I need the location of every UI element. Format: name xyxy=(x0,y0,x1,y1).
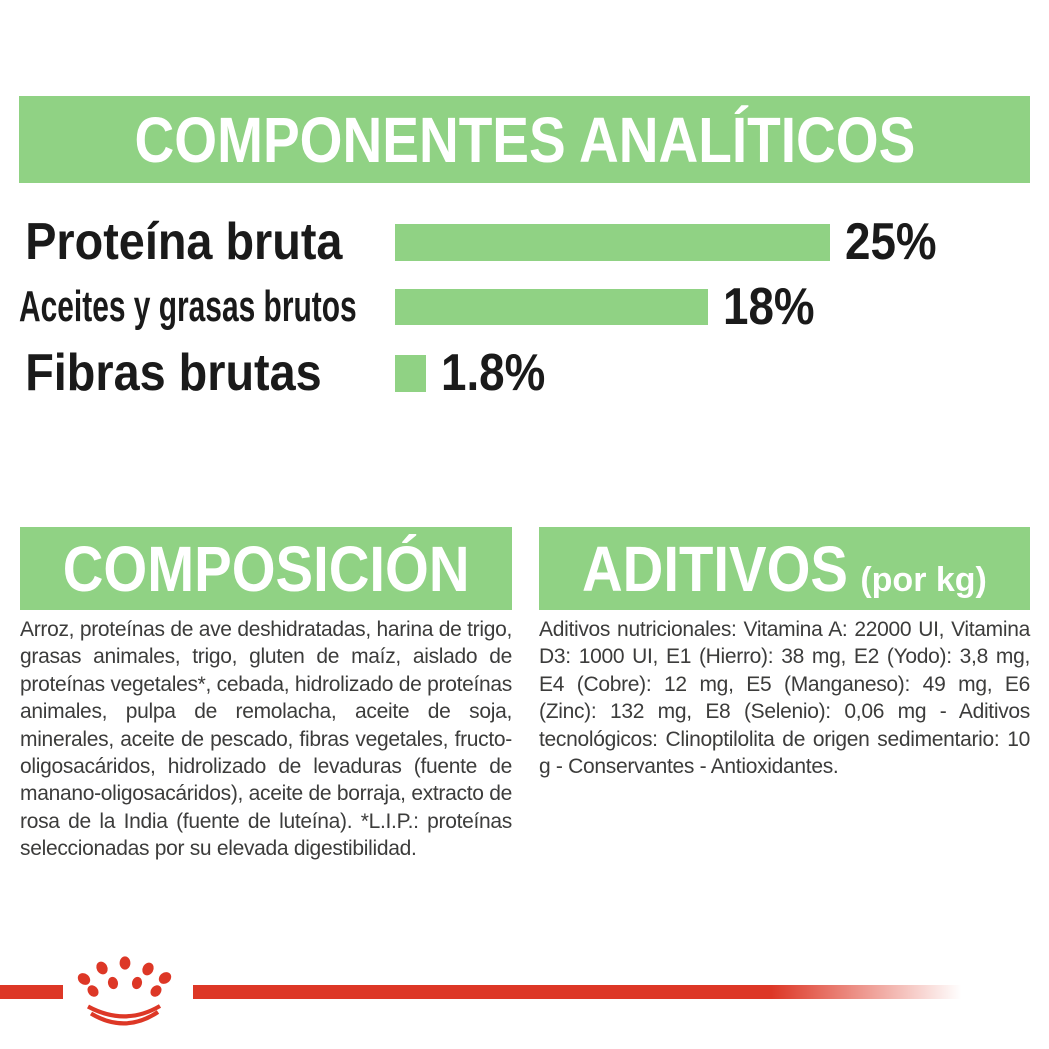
analytical-components-title: COMPONENTES ANALÍTICOS xyxy=(134,103,915,176)
chart-bar xyxy=(395,289,708,325)
chart-category-label: Aceites y grasas brutos xyxy=(19,282,357,331)
footer-red-line-left xyxy=(0,985,63,999)
chart-category-label: Proteína bruta xyxy=(25,213,343,271)
additives-title-suffix: (por kg) xyxy=(860,560,987,599)
footer-red-line-right xyxy=(193,985,985,999)
chart-row-fibre: Fibras brutas 1.8% xyxy=(0,347,1049,399)
chart-row-fat: Aceites y grasas brutos 18% xyxy=(0,281,1049,333)
composition-title: COMPOSICIÓN xyxy=(62,532,470,605)
composition-header: COMPOSICIÓN xyxy=(20,527,512,610)
chart-row-protein: Proteína bruta 25% xyxy=(0,216,1049,268)
royal-canin-crown-logo xyxy=(77,956,172,1026)
composition-text: Arroz, proteínas de ave deshidratadas, h… xyxy=(20,618,512,861)
chart-bar xyxy=(395,223,830,261)
chart-value-label: 25% xyxy=(845,213,937,271)
analytical-components-header: COMPONENTES ANALÍTICOS xyxy=(19,96,1030,183)
chart-category-label: Fibras brutas xyxy=(25,344,322,402)
additives-header: ADITIVOS (por kg) xyxy=(539,527,1030,610)
additives-title-group: ADITIVOS (por kg) xyxy=(582,537,987,601)
additives-text: Aditivos nutricionales: Vitamina A: 2200… xyxy=(539,618,1030,779)
chart-bar xyxy=(395,354,426,392)
additives-title: ADITIVOS xyxy=(582,532,849,605)
chart-value-label: 1.8% xyxy=(441,344,546,402)
chart-value-label: 18% xyxy=(723,278,815,336)
